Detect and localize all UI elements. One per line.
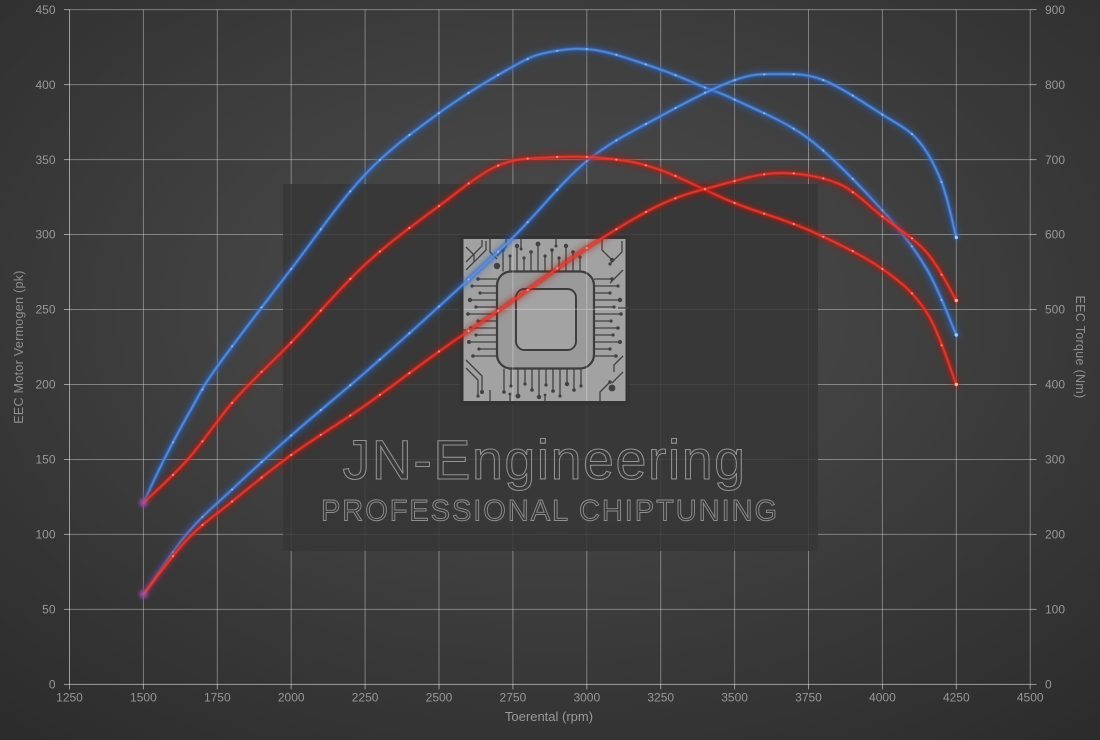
svg-text:500: 500 — [1045, 303, 1065, 317]
svg-text:1250: 1250 — [56, 691, 83, 705]
svg-text:1500: 1500 — [130, 691, 157, 705]
svg-text:350: 350 — [35, 153, 55, 167]
svg-text:400: 400 — [35, 78, 55, 92]
svg-text:2750: 2750 — [500, 691, 527, 705]
svg-text:4000: 4000 — [869, 691, 896, 705]
svg-text:50: 50 — [42, 603, 56, 617]
svg-text:100: 100 — [35, 528, 55, 542]
svg-text:600: 600 — [1045, 228, 1065, 242]
svg-text:0: 0 — [49, 678, 56, 692]
svg-text:JN-Engineering: JN-Engineering — [343, 428, 747, 491]
svg-text:3000: 3000 — [573, 691, 600, 705]
svg-text:250: 250 — [35, 303, 55, 317]
svg-text:1750: 1750 — [204, 691, 231, 705]
svg-text:3500: 3500 — [721, 691, 748, 705]
svg-text:800: 800 — [1045, 78, 1065, 92]
svg-text:2500: 2500 — [426, 691, 453, 705]
svg-text:4250: 4250 — [943, 691, 970, 705]
svg-text:150: 150 — [35, 453, 55, 467]
svg-text:2000: 2000 — [278, 691, 305, 705]
svg-text:300: 300 — [1045, 453, 1065, 467]
svg-text:450: 450 — [35, 3, 55, 17]
svg-text:3250: 3250 — [647, 691, 674, 705]
svg-text:300: 300 — [35, 228, 55, 242]
svg-text:0: 0 — [1045, 678, 1052, 692]
svg-text:900: 900 — [1045, 3, 1065, 17]
svg-text:3750: 3750 — [795, 691, 822, 705]
svg-text:EEC Torque (Nm): EEC Torque (Nm) — [1073, 296, 1087, 399]
svg-text:200: 200 — [35, 378, 55, 392]
svg-text:PROFESSIONAL CHIPTUNING: PROFESSIONAL CHIPTUNING — [321, 495, 779, 528]
svg-text:200: 200 — [1045, 528, 1065, 542]
svg-text:2250: 2250 — [352, 691, 379, 705]
svg-text:4500: 4500 — [1017, 691, 1044, 705]
svg-text:Toerental (rpm): Toerental (rpm) — [505, 709, 593, 724]
svg-text:700: 700 — [1045, 153, 1065, 167]
svg-text:EEC Motor Vermogen (pk): EEC Motor Vermogen (pk) — [12, 270, 26, 423]
svg-text:400: 400 — [1045, 378, 1065, 392]
svg-text:100: 100 — [1045, 603, 1065, 617]
